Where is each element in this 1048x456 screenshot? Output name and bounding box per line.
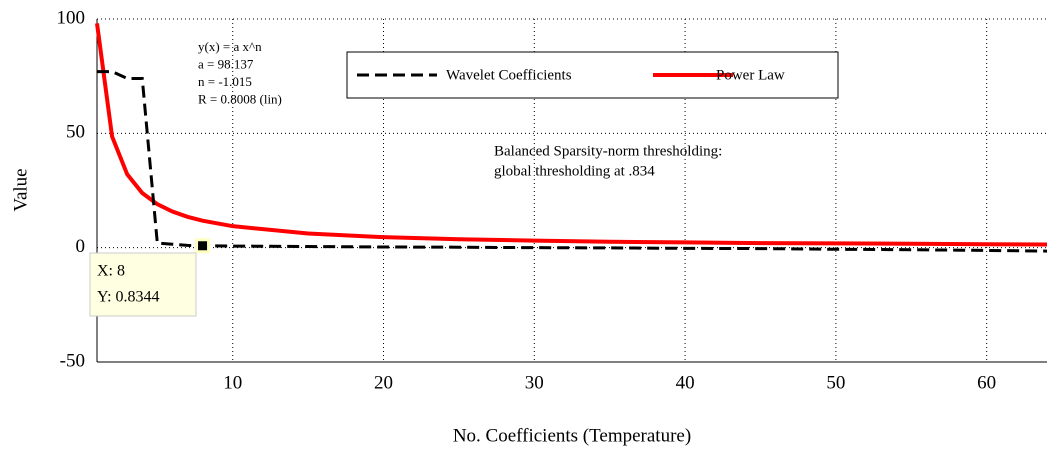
x-tick-label: 50 [826,372,845,393]
datatip-text: X: 8 [97,263,125,280]
legend-label: Power Law [716,67,785,83]
y-axis-label: Value [10,168,31,211]
x-tick-label: 40 [676,372,695,393]
x-tick-label: 30 [525,372,544,393]
legend: Wavelet Coefficients Power Law [346,51,839,99]
legend-label: Wavelet Coefficients [446,67,572,83]
x-tick-label: 20 [374,372,393,393]
annotation: global thresholding at .834 [494,163,655,179]
y-tick-label: 50 [66,122,85,143]
legend-box [346,51,839,99]
datatip-text: Y: 0.8344 [97,289,160,306]
fit-text: y(x) = a x^n [198,39,262,54]
series-line [97,70,1048,253]
series-line [95,23,1048,247]
y-tick-label: -50 [60,350,85,371]
datatip-box [89,252,197,317]
x-axis-label: No. Coefficients (Temperature) [453,425,691,446]
x-tick-label: 10 [223,372,242,393]
y-tick-label: 100 [57,7,86,28]
x-tick-label: 60 [977,372,996,393]
fit-text: R = 0.8008 (lin) [198,91,282,106]
fit-text: a = 98.137 [198,56,254,71]
y-tick-label: 0 [76,236,86,257]
annotation: Balanced Sparsity-norm thresholding: [494,143,722,159]
fit-text: n = -1.015 [198,74,252,89]
datatip-marker [195,238,211,254]
